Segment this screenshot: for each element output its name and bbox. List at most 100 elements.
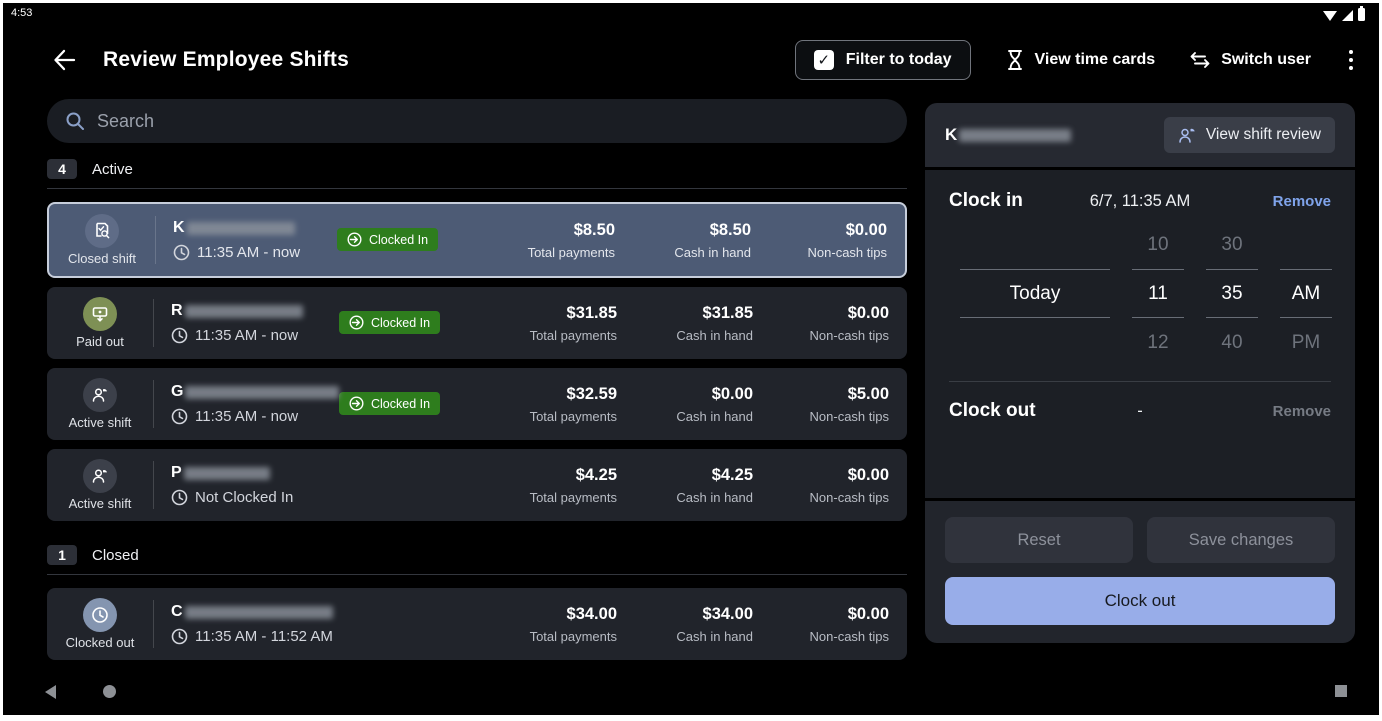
clock-icon	[171, 408, 188, 425]
view-time-cards-button[interactable]: View time cards	[1005, 49, 1156, 71]
shift-status-label: Paid out	[76, 334, 124, 349]
shift-status-label: Closed shift	[68, 251, 136, 266]
switch-user-button[interactable]: Switch user	[1189, 51, 1311, 69]
shift-row[interactable]: Active shift P Not Clocked In $4.25 Total…	[47, 449, 907, 521]
page-title: Review Employee Shifts	[103, 48, 349, 71]
cash-in-hand-label: Cash in hand	[674, 244, 751, 260]
detail-panel-body: Clock in 6/7, 11:35 AM Remove Today 10 1…	[925, 170, 1355, 498]
meridiem-picker-column[interactable]: AM PM	[1280, 220, 1332, 367]
non-cash-tips-value: $0.00	[847, 604, 889, 623]
total-payments-value: $4.25	[575, 465, 617, 484]
paid-out-icon	[83, 297, 117, 331]
shift-status-label: Active shift	[68, 415, 132, 430]
non-cash-tips-label: Non-cash tips	[809, 408, 889, 424]
hourglass-icon	[1005, 49, 1025, 71]
save-changes-button[interactable]: Save changes	[1147, 517, 1335, 563]
minute-picker-column[interactable]: 30 35 40	[1206, 220, 1258, 367]
employee-name: P	[171, 464, 339, 482]
total-payments-value: $32.59	[566, 384, 617, 403]
status-time: 4:53	[11, 7, 33, 19]
clock-icon	[171, 489, 188, 506]
closed-section-header: 1 Closed	[47, 545, 907, 565]
shift-time-range: 11:35 AM - 11:52 AM	[171, 628, 339, 645]
shift-row[interactable]: Clocked out C 11:35 AM - 11:52 AM $34.00…	[47, 588, 907, 660]
active-section-label: Active	[92, 160, 133, 178]
clock-in-label: Clock in	[949, 190, 1023, 211]
android-status-bar: 4:53	[3, 3, 1379, 25]
page-header: Review Employee Shifts ✓ Filter to today…	[3, 29, 1379, 91]
redacted-name	[183, 466, 270, 480]
clock-icon	[173, 244, 190, 261]
total-payments-label: Total payments	[529, 628, 617, 644]
divider	[925, 498, 1355, 501]
search-icon	[65, 111, 85, 131]
divider	[47, 574, 907, 575]
date-selected[interactable]: Today	[960, 269, 1110, 318]
redacted-name	[959, 128, 1072, 142]
clocked-out-icon	[83, 598, 117, 632]
divider	[155, 216, 156, 264]
redacted-name	[184, 304, 303, 318]
shift-review-icon	[85, 214, 119, 248]
filter-to-today-button[interactable]: ✓ Filter to today	[794, 40, 971, 80]
clocked-in-badge: Clocked In	[339, 311, 441, 334]
divider	[153, 299, 154, 347]
closed-count-badge: 1	[47, 545, 77, 565]
clock-in-remove-link[interactable]: Remove	[1272, 192, 1331, 210]
status-icons	[1323, 6, 1365, 21]
checkbox-checked-icon[interactable]: ✓	[813, 50, 834, 70]
meridiem-selected[interactable]: AM	[1280, 269, 1332, 318]
view-time-cards-label: View time cards	[1034, 51, 1156, 68]
non-cash-tips-value: $0.00	[847, 303, 889, 322]
clock-out-remove-link: Remove	[1272, 402, 1331, 420]
hour-selected[interactable]: 11	[1132, 269, 1184, 318]
overflow-menu-icon[interactable]	[1349, 50, 1353, 70]
cash-in-hand-value: $4.25	[711, 465, 753, 484]
clock-out-button[interactable]: Clock out	[945, 577, 1335, 625]
shift-row[interactable]: Active shift G 11:35 AM - now Clocked In	[47, 368, 907, 440]
view-shift-review-button[interactable]: View shift review	[1163, 117, 1335, 153]
redacted-name	[185, 385, 339, 399]
total-payments-label: Total payments	[529, 327, 617, 343]
non-cash-tips-label: Non-cash tips	[809, 327, 889, 343]
shift-row[interactable]: Closed shift K 11:35 AM - now Clocked In	[47, 202, 907, 278]
nav-back-icon[interactable]	[45, 685, 56, 699]
non-cash-tips-value: $0.00	[845, 220, 887, 239]
cash-in-hand-value: $0.00	[711, 384, 753, 403]
non-cash-tips-label: Non-cash tips	[809, 489, 889, 505]
clock-in-time-picker: Today 10 11 12 30 35 40 AM PM	[949, 220, 1332, 367]
search-input[interactable]	[97, 110, 889, 132]
shift-row[interactable]: Paid out R 11:35 AM - now Clocked In	[47, 287, 907, 359]
divider	[949, 381, 1331, 382]
cash-in-hand-label: Cash in hand	[676, 408, 753, 424]
search-bar[interactable]	[47, 99, 907, 143]
shift-status-label: Active shift	[68, 496, 132, 511]
switch-user-label: Switch user	[1221, 51, 1311, 68]
shift-status-label: Clocked out	[65, 635, 135, 650]
total-payments-label: Total payments	[529, 408, 617, 424]
clock-icon	[171, 628, 188, 645]
total-payments-label: Total payments	[529, 489, 617, 505]
non-cash-tips-value: $5.00	[847, 384, 889, 403]
filter-to-today-label: Filter to today	[845, 51, 952, 68]
header-actions: ✓ Filter to today View time cards Switch…	[794, 40, 1353, 80]
cash-in-hand-label: Cash in hand	[676, 327, 753, 343]
nav-overview-icon[interactable]	[1335, 685, 1347, 697]
active-count-badge: 4	[47, 159, 77, 179]
clock-in-value: 6/7, 11:35 AM	[1089, 191, 1191, 210]
reset-button[interactable]: Reset	[945, 517, 1133, 563]
detail-panel-header: K View shift review	[925, 103, 1355, 167]
minute-selected[interactable]: 35	[1206, 269, 1258, 318]
non-cash-tips-label: Non-cash tips	[807, 244, 887, 260]
cash-in-hand-value: $34.00	[702, 604, 753, 623]
date-picker-column[interactable]: Today	[960, 220, 1110, 367]
nav-home-icon[interactable]	[103, 685, 116, 698]
app-screen: 4:53 Review Employee Shifts ✓ Filter to …	[3, 3, 1379, 715]
hour-picker-column[interactable]: 10 11 12	[1132, 220, 1184, 367]
clock-in-arrow-icon	[347, 232, 362, 247]
active-section-header: 4 Active	[47, 159, 907, 179]
clock-icon	[171, 327, 188, 344]
detail-employee-name: K	[945, 125, 1072, 145]
android-nav-bar	[3, 669, 1379, 715]
back-arrow-icon[interactable]	[51, 47, 77, 73]
